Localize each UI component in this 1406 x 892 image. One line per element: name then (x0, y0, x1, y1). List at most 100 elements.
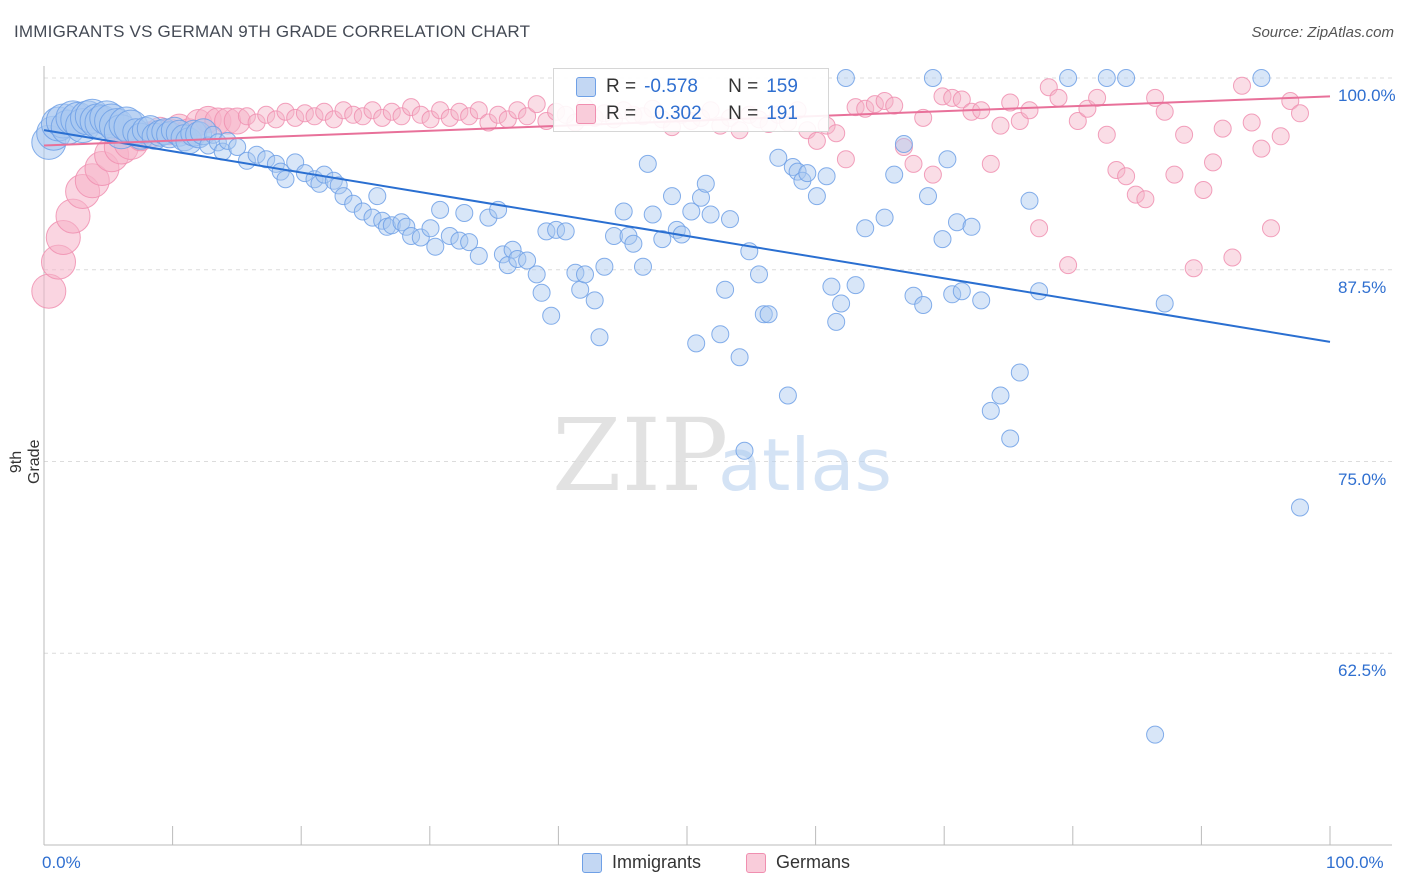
immigrants-point-85 (566, 263, 585, 282)
germans-point-35 (373, 108, 392, 127)
corr-r-value: 0.302 (654, 103, 702, 124)
germans-point-36 (382, 102, 401, 121)
immigrants-point-132 (894, 135, 913, 153)
germans-point-21 (237, 107, 256, 126)
germans-point-96 (962, 102, 981, 121)
immigrants-point-104 (692, 188, 710, 207)
legend-item-immigrants[interactable]: Immigrants (582, 852, 701, 873)
immigrants-point-71 (469, 246, 488, 265)
germans-point-83 (836, 150, 855, 169)
germans-point-82 (827, 124, 846, 143)
immigrants-point-106 (701, 205, 720, 224)
immigrants-point-102 (682, 202, 701, 221)
immigrants-point-87 (576, 265, 594, 284)
immigrants-point-68 (450, 231, 469, 250)
immigrants-point-133 (904, 286, 923, 305)
germans-point-124 (1233, 76, 1251, 95)
germans-point-120 (1194, 181, 1213, 199)
immigrants-point-124 (822, 277, 841, 296)
immigrants-point-77 (508, 250, 527, 268)
immigrants-point-53 (344, 194, 363, 213)
immigrants-point-89 (590, 328, 609, 347)
germans-point-92 (923, 165, 942, 184)
immigrants-point-141 (952, 282, 971, 301)
immigrants-point-147 (1010, 363, 1029, 382)
immigrants-point-119 (788, 162, 807, 181)
germans-point-116 (1155, 102, 1174, 121)
immigrants-point-82 (542, 306, 561, 325)
germans-point-27 (295, 104, 314, 123)
corr-r-value: -0.578 (644, 76, 698, 97)
immigrants-point-144 (981, 401, 1000, 420)
immigrants-point-95 (634, 257, 652, 276)
immigrants-point-129 (856, 219, 875, 238)
germans-point-105 (1049, 88, 1068, 107)
immigrants-point-140 (948, 213, 966, 232)
immigrants-point-128 (846, 276, 865, 295)
germans-point-128 (1271, 127, 1290, 146)
immigrants-point-80 (532, 283, 551, 302)
axes (43, 66, 1392, 846)
immigrants-point-137 (933, 230, 952, 249)
immigrants-point-72 (479, 208, 498, 227)
germans-point-111 (1107, 161, 1126, 179)
immigrants-point-74 (493, 245, 512, 264)
germans-swatch (576, 104, 596, 124)
immigrants-point-156 (1291, 498, 1309, 517)
germans-point-109 (1088, 88, 1107, 107)
immigrants-point-105 (696, 174, 715, 193)
germans-point-47 (489, 105, 508, 124)
germans-point-42 (440, 108, 459, 127)
germans-point-114 (1136, 190, 1155, 209)
legend-item-germans[interactable]: Germans (746, 852, 850, 873)
correlation-legend: R = -0.578 N = 159 R = 0.302 N = 191 (553, 68, 829, 132)
germans-point-86 (865, 95, 884, 114)
germans-point-26 (286, 108, 305, 127)
immigrants-point-86 (571, 280, 590, 299)
germans-point-112 (1117, 167, 1136, 186)
germans-point-93 (933, 87, 952, 106)
germans-point-24 (266, 110, 285, 129)
immigrants-point-131 (885, 165, 904, 184)
germans-point-94 (943, 88, 962, 107)
immigrants-point-41 (257, 150, 276, 169)
immigrants-point-117 (778, 386, 797, 405)
immigrants-point-97 (643, 205, 662, 224)
immigrants-point-65 (426, 237, 445, 256)
immigrants-point-78 (518, 251, 537, 270)
germans-point-43 (450, 102, 469, 121)
immigrants-swatch (576, 77, 596, 97)
immigrants-point-103 (687, 334, 706, 353)
germans-point-99 (991, 116, 1010, 135)
corr-row-germans: R = 0.302 N = 191 (576, 101, 798, 127)
germans-point-91 (914, 108, 933, 127)
germans-point-106 (1059, 256, 1078, 275)
germans-point-38 (402, 98, 421, 117)
immigrants-point-125 (827, 312, 846, 331)
watermark-zip: ZIP (552, 397, 728, 514)
germans-legend-swatch (746, 852, 766, 873)
y-tick-label-0: 62.5% (1338, 661, 1387, 681)
immigrants-point-84 (556, 222, 575, 241)
immigrants-point-44 (276, 170, 295, 189)
immigrants-point-63 (411, 228, 430, 247)
immigrants-point-116 (769, 148, 788, 167)
germans-point-34 (363, 101, 382, 120)
immigrants-point-130 (875, 208, 894, 227)
legend-label-immigrants: Immigrants (612, 852, 702, 872)
immigrants-point-66 (431, 200, 450, 219)
immigrants-point-152 (1117, 69, 1136, 87)
watermark: ZIP atlas (552, 397, 892, 514)
watermark-atlas: atlas (718, 423, 892, 507)
germans-point-117 (1165, 165, 1184, 184)
immigrants-point-109 (721, 210, 739, 229)
germans-point-88 (885, 96, 904, 115)
immigrants-point-135 (919, 187, 937, 206)
immigrants-point-94 (624, 234, 643, 253)
germans-point-41 (431, 101, 450, 120)
germans-point-100 (1001, 93, 1020, 112)
immigrants-point-56 (368, 187, 387, 206)
corr-r-label: R = (606, 76, 637, 97)
immigrants-point-81 (537, 222, 556, 241)
immigrants-point-55 (363, 208, 382, 227)
